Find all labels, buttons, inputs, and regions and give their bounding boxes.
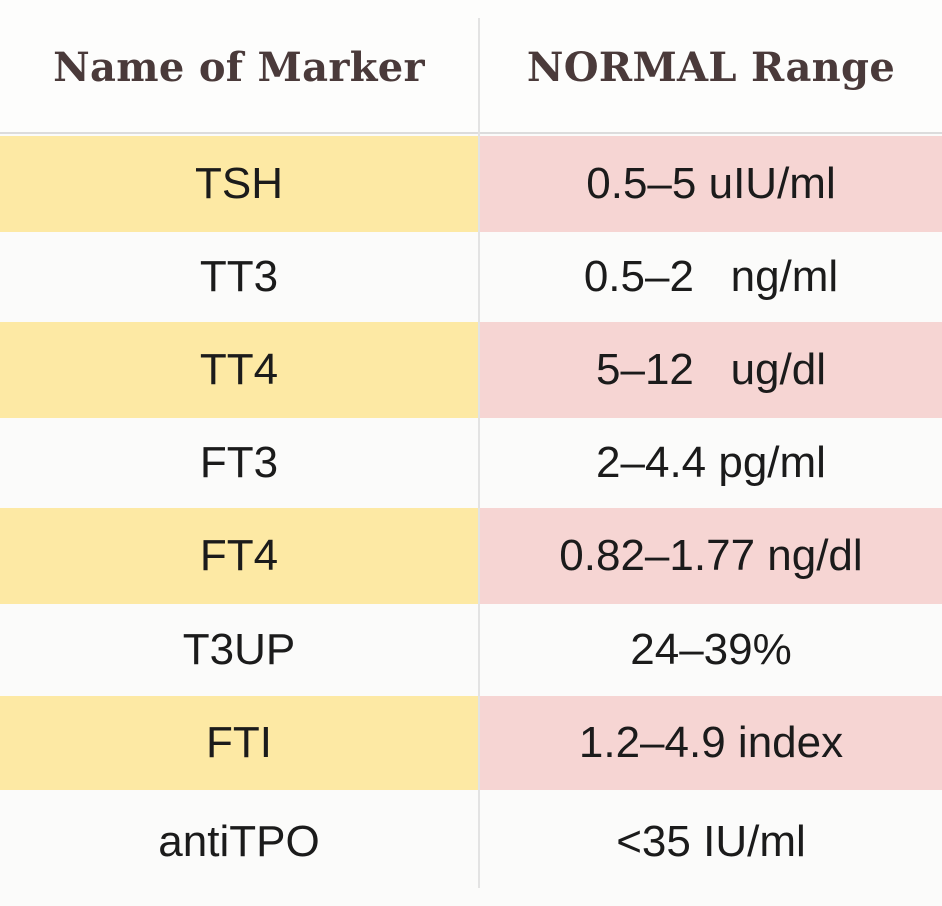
range-cell: <35 IU/ml	[480, 790, 942, 894]
marker-cell: FTI	[0, 696, 478, 790]
table-row: T3UP 24–39%	[0, 604, 942, 696]
marker-cell: TSH	[0, 136, 478, 232]
marker-cell: antiTPO	[0, 790, 478, 894]
header-name-of-marker: Name of Marker	[53, 43, 425, 91]
column-divider	[478, 18, 480, 888]
marker-cell: FT4	[0, 508, 478, 604]
table-row: FT3 2–4.4 pg/ml	[0, 418, 942, 508]
table-row: FT4 0.82–1.77 ng/dl	[0, 508, 942, 604]
range-cell: 24–39%	[480, 604, 942, 696]
range-cell: 1.2–4.9 index	[480, 696, 942, 790]
table-row: TT3 0.5–2 ng/ml	[0, 232, 942, 322]
marker-cell: FT3	[0, 418, 478, 508]
marker-cell: TT4	[0, 322, 478, 418]
table-row: TT4 5–12 ug/dl	[0, 322, 942, 418]
table-header-row: Name of Marker NORMAL Range	[0, 0, 942, 134]
range-cell: 0.5–2 ng/ml	[480, 232, 942, 322]
marker-cell: TT3	[0, 232, 478, 322]
table-row: antiTPO <35 IU/ml	[0, 790, 942, 894]
marker-cell: T3UP	[0, 604, 478, 696]
table-row: TSH 0.5–5 uIU/ml	[0, 136, 942, 232]
range-cell: 0.82–1.77 ng/dl	[480, 508, 942, 604]
header-normal-range: NORMAL Range	[526, 43, 896, 91]
range-cell: 0.5–5 uIU/ml	[480, 136, 942, 232]
range-cell: 2–4.4 pg/ml	[480, 418, 942, 508]
table-row: FTI 1.2–4.9 index	[0, 696, 942, 790]
range-cell: 5–12 ug/dl	[480, 322, 942, 418]
